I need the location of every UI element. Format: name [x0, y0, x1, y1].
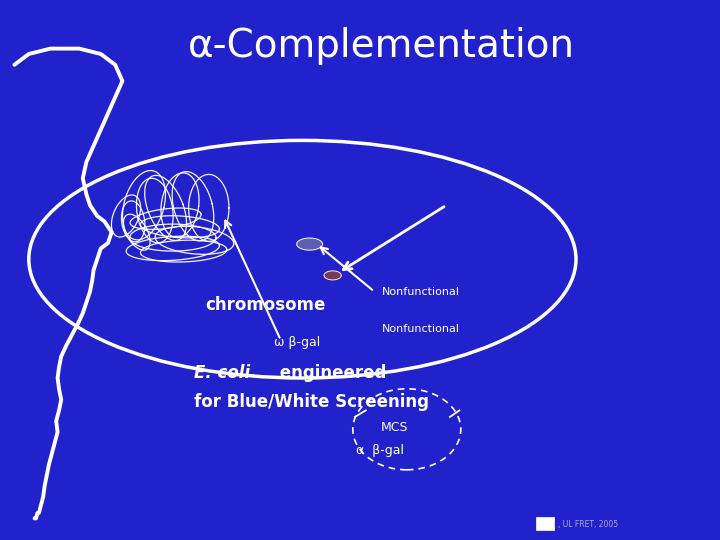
Polygon shape: [324, 271, 341, 280]
Text: α-Complementation: α-Complementation: [188, 27, 575, 65]
Text: α  β-gal: α β-gal: [356, 444, 405, 457]
Text: chromosome: chromosome: [205, 296, 325, 314]
Text: ω β-gal: ω β-gal: [274, 336, 320, 349]
Text: Nonfunctional: Nonfunctional: [382, 287, 459, 296]
Text: engineered: engineered: [274, 363, 386, 382]
Polygon shape: [297, 238, 323, 250]
Text: , UL FRET, 2005: , UL FRET, 2005: [558, 521, 618, 529]
FancyBboxPatch shape: [536, 517, 554, 530]
Text: E. coli: E. coli: [194, 363, 251, 382]
Text: Nonfunctional: Nonfunctional: [382, 325, 459, 334]
Text: for Blue/White Screening: for Blue/White Screening: [194, 393, 429, 411]
Text: MCS: MCS: [381, 421, 408, 434]
